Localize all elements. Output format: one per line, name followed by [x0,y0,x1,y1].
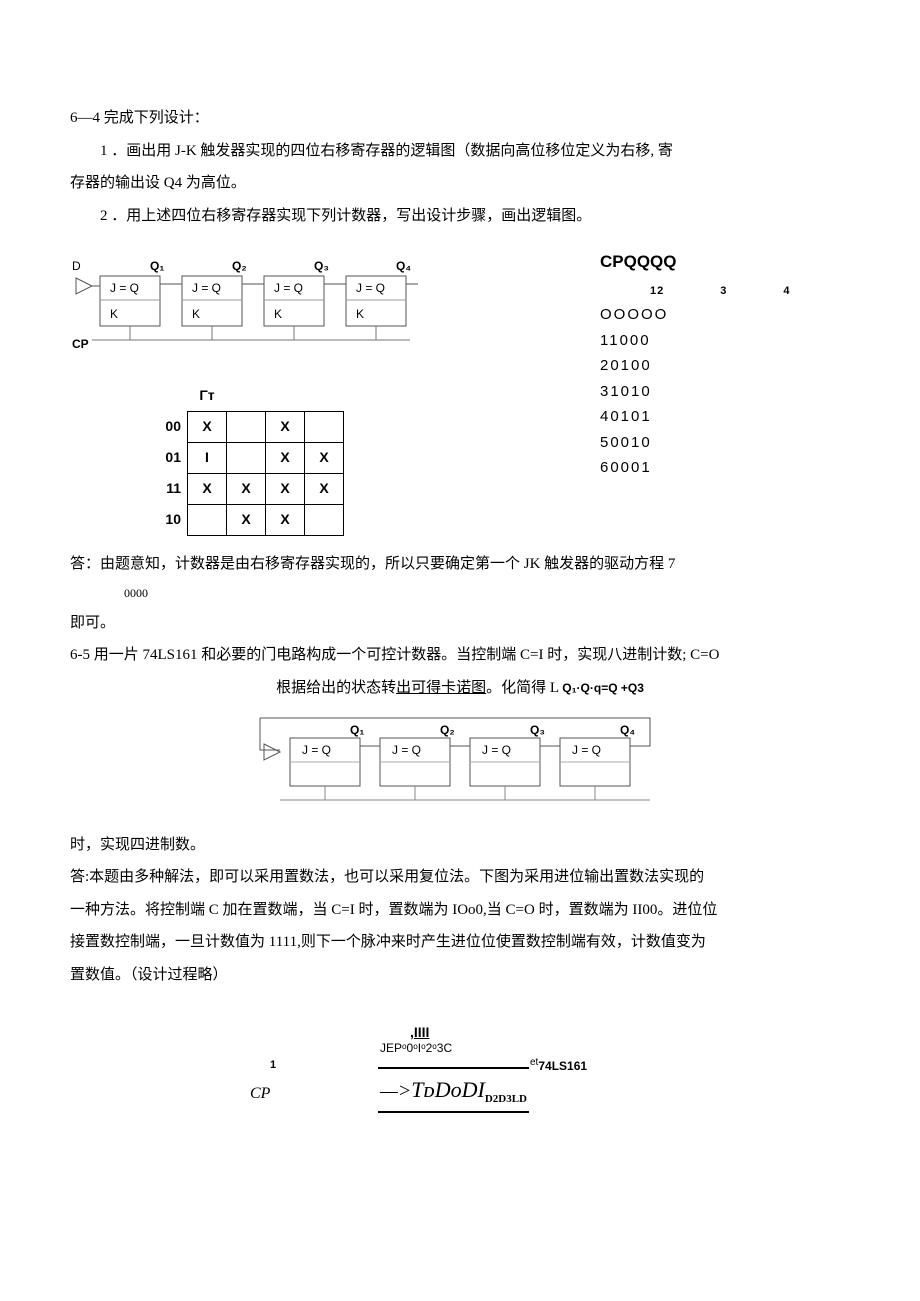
svg-text:Q₁: Q₁ [350,723,364,737]
svg-text:Q₃: Q₃ [530,723,545,737]
answer-6-4-zero: 0000 [124,582,850,605]
state-row: 50010 [600,430,850,456]
svg-text:K: K [192,307,200,321]
circuit1-diagram: D CP J = Q K Q₁ J = Q [70,248,430,358]
problem-6-4-title: 6—4 完成下列设计： [70,104,850,133]
problem-6-5-line2: 根据给出的状态转出可得卡诺图。化简得 L Q₁·Q·q=Q +Q3 [70,674,850,703]
svg-text:J = Q: J = Q [356,281,385,295]
svg-text:K: K [110,307,118,321]
bottom-one: 1 [270,1055,276,1076]
answer-6-5-l3: 一种方法。将控制端 C 加在置数端，当 C=I 时，置数端为 IOo0,当 C=… [70,896,850,925]
svg-text:J = Q: J = Q [302,743,331,757]
svg-text:K: K [274,307,282,321]
problem-6-4-item2: 2 ．用上述四位右移寄存器实现下列计数器，写出设计步骤，画出逻辑图。 [70,202,850,231]
karnaugh-map: Γт 00 X X 01 I X X 11 [150,381,344,536]
svg-text:Q₃: Q₃ [314,259,329,273]
state-table: CPQQQQ 1234 OOOOO 11000 20100 31010 4010… [600,248,850,481]
svg-text:Q₁: Q₁ [150,259,164,273]
state-row: 20100 [600,353,850,379]
circuit2-diagram: J = Q Q₁ J = Q Q₂ J = Q Q₃ [250,706,670,816]
problem-6-4-item1: 1 ．画出用 J-K 触发器实现的四位右移寄存器的逻辑图（数据向高位移位定义为右… [70,137,850,166]
problem-6-4-item1b: 存器的输出设 Q4 为高位。 [70,169,850,198]
answer-6-5-l4: 接置数控制端，一旦计数值为 1111,则下一个脉冲来时产生进位位使置数控制端有效… [70,928,850,957]
problem-6-5-line1: 6-5 用一片 74LS161 和必要的门电路构成一个可控计数器。当控制端 C=… [70,641,850,670]
answer-6-5-l1: 时，实现四进制数。 [70,831,850,860]
svg-text:D: D [72,259,81,273]
svg-text:Q₄: Q₄ [396,259,411,273]
answer-6-5-l2: 答:本题由多种解法，即可以采用置数法，也可以采用复位法。下图为采用进位输出置数法… [70,863,850,892]
state-row: 11000 [600,328,850,354]
chip-diagram-block: ,IIII JEPᵒ0ᵒIᵒ2ᵒ3C et74LS161 1 CP —>TᴅDᴏ… [70,1019,850,1129]
svg-text:Q₄: Q₄ [620,723,635,737]
svg-text:CP: CP [72,337,89,351]
bottom-chip-label: et74LS161 [530,1053,587,1078]
svg-text:J = Q: J = Q [392,743,421,757]
bottom-jep: JEPᵒ0ᵒIᵒ2ᵒ3C [380,1037,452,1060]
svg-text:J = Q: J = Q [572,743,601,757]
svg-text:Q₂: Q₂ [232,259,247,273]
svg-text:J = Q: J = Q [274,281,303,295]
svg-text:J = Q: J = Q [110,281,139,295]
svg-text:J = Q: J = Q [192,281,221,295]
answer-6-5-l5: 置数值。（设计过程略） [70,961,850,990]
bottom-main-formula: —>TᴅDᴏDID2D3LD [378,1067,529,1113]
svg-text:K: K [356,307,364,321]
answer-6-4-line2: 即可。 [70,609,850,638]
state-row: 31010 [600,379,850,405]
state-row: 40101 [600,404,850,430]
state-row: 60001 [600,455,850,481]
state-row: OOOOO [600,302,850,328]
svg-text:J = Q: J = Q [482,743,511,757]
svg-text:Q₂: Q₂ [440,723,455,737]
bottom-cp-label: CP [250,1079,270,1109]
answer-6-4-line1: 答：由题意知，计数器是由右移寄存器实现的，所以只要确定第一个 JK 触发器的驱动… [70,550,850,579]
